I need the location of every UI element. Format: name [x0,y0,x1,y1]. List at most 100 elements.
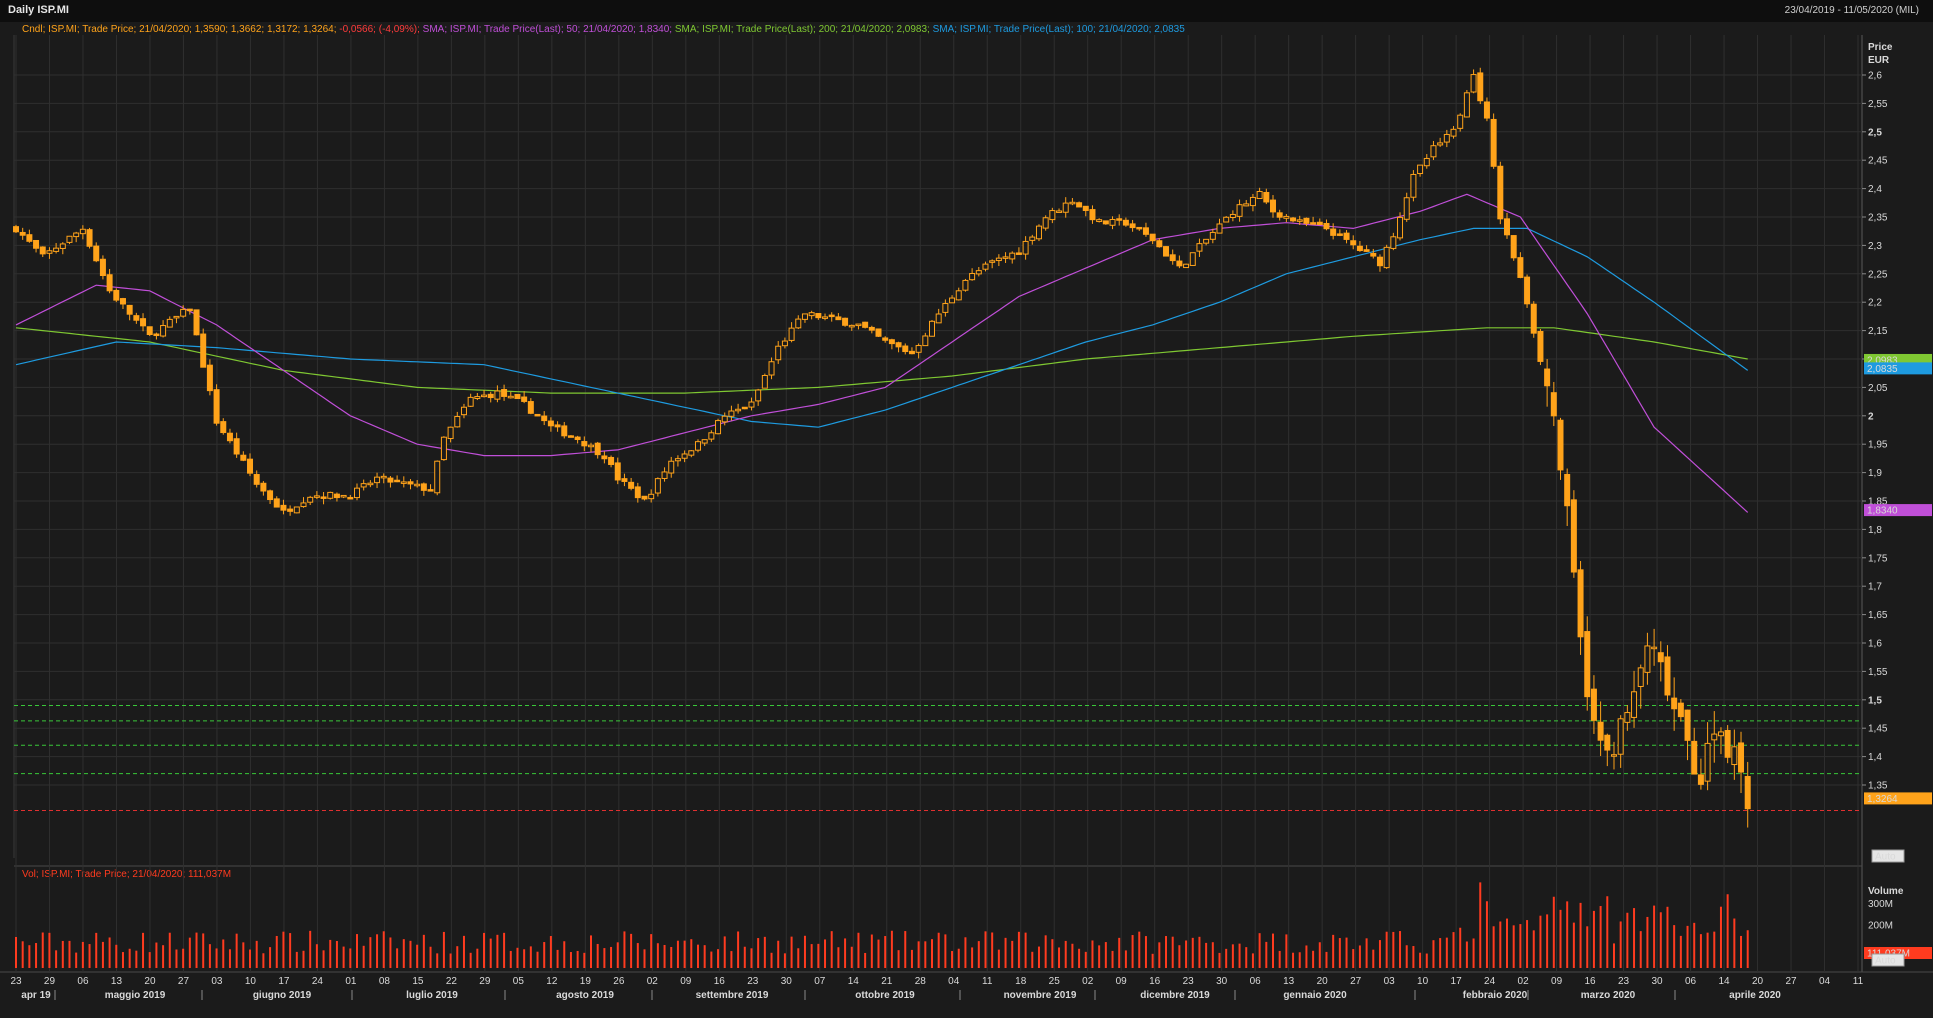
moving-averages [15,193,1749,513]
candle-body [287,508,294,512]
x-day-label: 30 [1216,976,1228,987]
candle-body [280,504,287,511]
candle-body [815,313,822,319]
candle-body [1116,218,1123,221]
volume-tick-label: 300M [1868,899,1893,910]
candle-body [1537,330,1544,362]
x-day-label: 16 [1585,976,1597,987]
candle-body [674,458,681,462]
y-tick-label: 2,5 [1868,127,1882,138]
x-month-label: luglio 2019 [406,990,458,1001]
x-day-label: 13 [1283,976,1295,987]
x-month-label: marzo 2020 [1581,990,1636,1001]
candle-body [527,401,534,414]
x-day-label: 27 [1785,976,1797,987]
candle-body [1657,652,1664,663]
candle-body [253,474,260,485]
candle-body [1671,697,1678,710]
y-tick-label: 1,4 [1868,752,1882,763]
x-day-label: 04 [948,976,960,987]
candle-body [915,345,922,353]
x-day-label: 09 [1116,976,1128,987]
candle-body [554,424,561,428]
candle-body [688,450,695,456]
candle-body [1691,740,1698,775]
candle-body [220,421,227,434]
candle-body [768,361,775,376]
candle-body [1463,92,1470,118]
candle-body [1470,74,1477,93]
candle-body [1437,142,1444,146]
volume-legend: Vol; ISP.MI; Trade Price; 21/04/2020; 11… [22,869,232,880]
candle-body [775,345,782,361]
candle-body [1584,631,1591,698]
candle-body [240,454,247,461]
candle-body [26,234,33,242]
candle-body [608,456,615,465]
candle-body [1644,645,1651,673]
candle-body [761,374,768,389]
candle-body [394,479,401,483]
candle-body [86,229,93,247]
title-bar [0,0,1933,22]
candle-body [1490,118,1497,167]
candle-body [1269,199,1276,213]
candle-body [440,436,447,461]
x-day-label: 29 [479,976,491,987]
candle-body [434,460,441,494]
candle-body [1303,217,1310,224]
candle-body [521,396,528,402]
candle-body [1243,203,1250,207]
candle-body [260,482,267,492]
grid [0,35,1933,973]
candle-body [507,395,514,399]
candle-body [728,410,735,417]
last-value-label: 2,0835 [1867,364,1898,375]
candle-body [1624,712,1631,723]
legend-candle: Cndl; ISP.MI; Trade Price; 21/04/2020; 1… [22,24,340,35]
candle-body [628,481,635,489]
y-tick-label: 1,6 [1868,639,1882,650]
candle-body [233,438,240,455]
candle-body [1163,246,1170,257]
candle-body [1136,226,1143,230]
x-day-label: 03 [211,976,223,987]
candle-body [367,482,374,486]
candle-body [995,257,1002,262]
candle-body [1096,219,1103,222]
candle-body [982,263,989,270]
y-axis-label: Price [1868,42,1893,53]
candles [13,67,1751,828]
candle-body [1483,101,1490,119]
candle-body [1122,219,1129,226]
sma100-line [15,227,1749,428]
candle-body [848,324,855,328]
candle-body [594,442,601,456]
x-day-label: 19 [580,976,592,987]
y-tick-label: 1,7 [1868,582,1882,593]
candle-body [1236,204,1243,217]
candle-body [1156,240,1163,248]
candle-body [140,318,147,327]
candle-body [868,326,875,331]
candle-body [247,458,254,474]
candle-body [1209,231,1216,240]
candle-body [1450,128,1457,137]
candle-body [1029,236,1036,241]
candle-body [835,316,842,321]
x-month-label: giugno 2019 [253,990,312,1001]
candle-body [648,493,655,500]
x-month-label: ottobre 2019 [855,990,915,1001]
x-day-label: 16 [1149,976,1161,987]
x-month-label: maggio 2019 [105,990,166,1001]
candle-body [313,495,320,498]
y-tick-label: 2,15 [1868,326,1888,337]
candle-body [1316,221,1323,225]
candle-body [1510,235,1517,259]
y-tick-label: 1,5 [1868,695,1882,706]
candle-body [641,495,648,500]
x-day-label: 01 [345,976,357,987]
candle-body [1590,688,1597,721]
auto-button-label: Auto [1875,852,1896,863]
